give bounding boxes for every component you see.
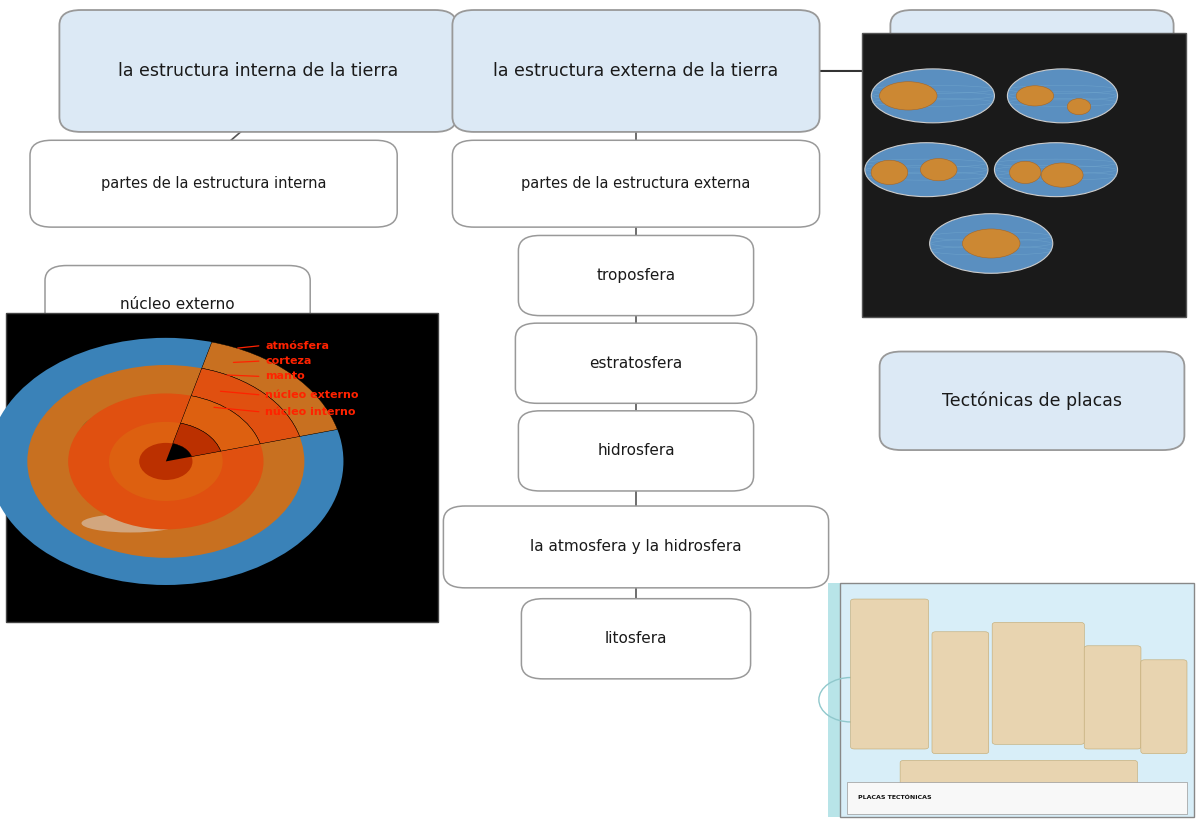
Circle shape <box>28 365 305 558</box>
Ellipse shape <box>962 229 1020 258</box>
Text: Tectónicas de placas: Tectónicas de placas <box>942 392 1122 410</box>
FancyBboxPatch shape <box>992 622 1085 744</box>
Circle shape <box>139 443 192 480</box>
Circle shape <box>68 393 264 529</box>
Ellipse shape <box>871 160 907 185</box>
Ellipse shape <box>1008 68 1117 123</box>
FancyBboxPatch shape <box>30 140 397 227</box>
Text: manto: manto <box>265 372 305 382</box>
Text: núcleo interno: núcleo interno <box>122 464 233 479</box>
FancyBboxPatch shape <box>862 33 1186 317</box>
FancyBboxPatch shape <box>890 10 1174 132</box>
FancyBboxPatch shape <box>1141 660 1187 754</box>
Text: el manto: el manto <box>144 381 211 396</box>
Ellipse shape <box>1067 99 1091 114</box>
Wedge shape <box>202 342 337 437</box>
Text: la atmosfera y la hidrosfera: la atmosfera y la hidrosfera <box>530 539 742 554</box>
FancyBboxPatch shape <box>518 411 754 491</box>
Ellipse shape <box>995 143 1117 197</box>
FancyBboxPatch shape <box>444 506 829 588</box>
Text: litosfera: litosfera <box>605 631 667 646</box>
Text: la corteza: la corteza <box>139 548 216 563</box>
Circle shape <box>0 338 343 585</box>
Ellipse shape <box>1009 161 1040 184</box>
Ellipse shape <box>1042 163 1084 187</box>
FancyBboxPatch shape <box>900 761 1138 807</box>
Wedge shape <box>173 423 221 457</box>
Text: hidrosfera: hidrosfera <box>598 443 674 458</box>
Ellipse shape <box>920 159 958 181</box>
Text: partes de la estructura interna: partes de la estructura interna <box>101 176 326 191</box>
FancyBboxPatch shape <box>46 266 310 344</box>
Text: estratosfera: estratosfera <box>589 356 683 371</box>
FancyBboxPatch shape <box>851 599 929 749</box>
FancyBboxPatch shape <box>50 516 305 595</box>
FancyBboxPatch shape <box>932 632 989 754</box>
FancyBboxPatch shape <box>521 599 751 679</box>
Text: PLACAS TECTÓNICAS: PLACAS TECTÓNICAS <box>858 796 931 801</box>
FancyBboxPatch shape <box>54 349 301 428</box>
FancyBboxPatch shape <box>452 140 820 227</box>
Text: partes de la estructura externa: partes de la estructura externa <box>521 176 751 191</box>
Ellipse shape <box>865 143 988 197</box>
FancyBboxPatch shape <box>518 235 754 316</box>
FancyBboxPatch shape <box>840 583 1194 817</box>
Ellipse shape <box>930 214 1052 273</box>
FancyBboxPatch shape <box>46 433 310 511</box>
Text: atmósfera: atmósfera <box>265 341 329 351</box>
FancyBboxPatch shape <box>847 782 1187 814</box>
Text: Deriva continental: Deriva continental <box>952 62 1112 80</box>
Wedge shape <box>166 336 346 462</box>
Text: la estructura interna de la tierra: la estructura interna de la tierra <box>118 62 398 80</box>
Ellipse shape <box>82 514 179 533</box>
FancyBboxPatch shape <box>880 352 1184 450</box>
Wedge shape <box>180 396 260 451</box>
Ellipse shape <box>103 477 192 520</box>
Text: la estructura externa de la tierra: la estructura externa de la tierra <box>493 62 779 80</box>
Text: troposfera: troposfera <box>596 268 676 283</box>
Text: corteza: corteza <box>265 356 312 366</box>
Ellipse shape <box>871 68 995 123</box>
Wedge shape <box>191 368 300 444</box>
Ellipse shape <box>1016 86 1054 106</box>
FancyBboxPatch shape <box>452 10 820 132</box>
FancyBboxPatch shape <box>828 583 874 817</box>
Ellipse shape <box>77 415 131 471</box>
FancyBboxPatch shape <box>60 10 456 132</box>
Ellipse shape <box>880 82 937 110</box>
Circle shape <box>109 422 223 501</box>
Text: núcleo externo: núcleo externo <box>265 390 359 400</box>
Text: núcleo interno: núcleo interno <box>265 407 355 417</box>
Text: núcleo externo: núcleo externo <box>120 297 235 312</box>
FancyBboxPatch shape <box>1085 645 1141 749</box>
FancyBboxPatch shape <box>6 313 438 622</box>
FancyBboxPatch shape <box>516 323 757 403</box>
